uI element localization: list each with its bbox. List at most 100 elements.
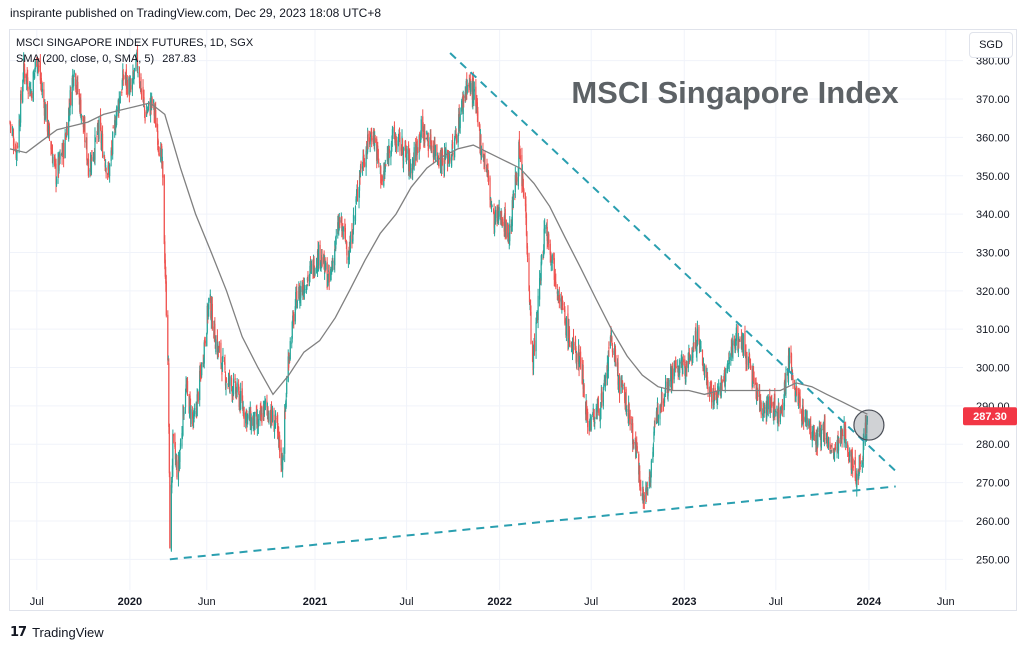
candle-body	[738, 339, 741, 341]
candle-body	[777, 414, 779, 425]
candle-body	[224, 374, 227, 386]
candle-body	[107, 165, 109, 171]
tradingview-brand[interactable]: 17 TradingView	[10, 625, 104, 640]
candle-body	[174, 433, 176, 448]
candle-body	[836, 441, 838, 453]
candle-body	[378, 161, 380, 164]
candle-body	[744, 331, 746, 356]
candle-body	[549, 243, 551, 255]
brand-label: TradingView	[32, 625, 104, 640]
candle-body	[522, 186, 525, 191]
candle-body	[735, 327, 737, 342]
candle-body	[578, 349, 580, 369]
candle-body	[367, 134, 369, 153]
candle-body	[29, 83, 31, 90]
candle-body	[698, 340, 701, 345]
candle-body	[457, 135, 459, 143]
candle-body	[351, 240, 354, 242]
candle-body	[50, 141, 52, 150]
trendline	[169, 485, 896, 561]
candle-body	[282, 460, 284, 470]
candle-body	[820, 429, 822, 448]
candle-body	[747, 358, 750, 366]
candle-body	[420, 119, 422, 138]
candle-body	[129, 82, 131, 95]
candle-body	[16, 146, 19, 148]
candle-body	[834, 447, 837, 449]
candle-body	[274, 413, 277, 426]
candle-body	[689, 355, 691, 357]
candle-body	[43, 89, 45, 103]
candle-body	[756, 383, 758, 393]
candle-body	[526, 246, 529, 257]
candle-body	[229, 376, 231, 386]
candle-body	[636, 442, 638, 445]
candle-body	[33, 72, 35, 77]
candle-body	[366, 147, 368, 153]
candle-body	[700, 346, 702, 348]
candle-body	[289, 341, 291, 360]
candle-body	[707, 387, 709, 391]
candle-body	[130, 85, 132, 90]
candle-body	[686, 361, 688, 369]
candle-body	[90, 154, 93, 174]
candle-body	[182, 405, 184, 436]
candle-body	[410, 163, 412, 174]
candle-body	[370, 132, 372, 137]
candle-body	[430, 134, 432, 150]
candle-body	[531, 345, 534, 362]
candle-body	[165, 274, 167, 284]
candle-body	[674, 362, 676, 371]
candle-body	[308, 274, 311, 282]
candle-body	[769, 396, 771, 413]
candle-body	[594, 421, 596, 424]
candle-body	[824, 415, 826, 441]
candle-body	[463, 95, 465, 102]
candle-body	[739, 340, 741, 342]
candle-body	[525, 203, 527, 219]
candle-body	[153, 104, 155, 116]
candle-body	[451, 143, 453, 157]
candle-body	[631, 423, 633, 425]
candle-body	[851, 449, 853, 468]
highlight-marker	[853, 409, 885, 441]
candle-body	[359, 165, 362, 175]
candle-body	[200, 370, 202, 374]
candle-body	[413, 147, 415, 167]
candle-body	[636, 446, 638, 452]
currency-button[interactable]: SGD	[969, 32, 1013, 58]
candle-body	[660, 404, 662, 408]
candle-body	[406, 148, 408, 154]
candle-body	[677, 366, 679, 368]
candle-body	[143, 97, 145, 104]
candle-body	[177, 459, 180, 481]
candle-body	[724, 381, 726, 387]
candle-body	[109, 164, 111, 176]
candle-body	[620, 378, 622, 394]
candle-body	[567, 322, 570, 343]
candle-body	[806, 417, 808, 426]
candle-body	[512, 190, 514, 208]
candle-body	[70, 91, 72, 105]
candle-body	[384, 169, 386, 176]
candle-body	[547, 241, 549, 245]
candle-body	[140, 77, 142, 93]
candle-body	[135, 54, 137, 72]
candle-body	[133, 76, 135, 78]
candle-body	[447, 152, 450, 158]
candle-body	[165, 281, 167, 316]
candle-body	[73, 78, 75, 87]
candle-body	[756, 386, 758, 402]
candle-body	[783, 382, 786, 407]
candle-body	[705, 382, 708, 384]
candle-body	[528, 257, 530, 291]
candle-body	[282, 455, 284, 461]
candle-body	[568, 326, 570, 331]
x-tick-label: 2021	[303, 596, 327, 608]
candle-body	[171, 480, 173, 488]
candle-body	[112, 127, 114, 129]
candle-body	[550, 252, 552, 261]
candle-body	[476, 102, 478, 116]
candle-body	[826, 438, 829, 443]
